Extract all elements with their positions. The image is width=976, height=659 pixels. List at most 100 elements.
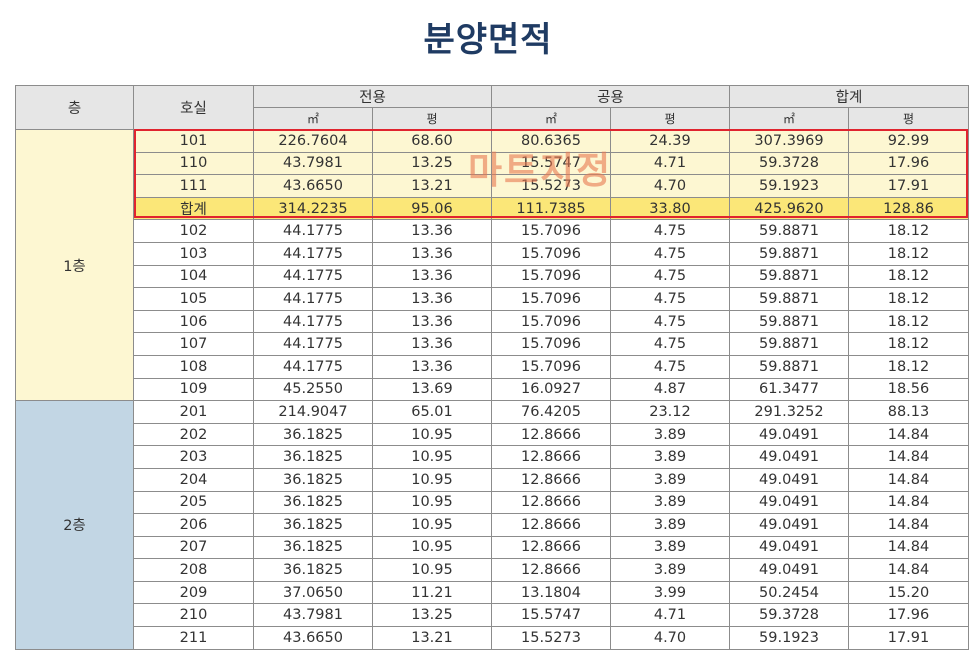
unit-cell: 201	[133, 400, 254, 424]
value-cell-to-m2: 59.3728	[729, 151, 849, 176]
value-cell-co-m2: 15.7096	[491, 332, 611, 356]
value-cell-co-m2: 15.7096	[491, 309, 611, 334]
header-total-pyeong: 평	[848, 107, 969, 130]
value-cell-ex-py: 13.36	[372, 241, 492, 266]
value-cell-to-m2: 50.2454	[729, 580, 849, 605]
value-cell-ex-py: 13.21	[372, 174, 492, 198]
value-cell-to-m2: 59.3728	[729, 603, 849, 628]
value-cell-ex-py: 13.36	[372, 287, 492, 311]
table-row: 207 36.1825 10.95 12.8666 3.89 49.0491 14.84	[16, 535, 969, 560]
table-row: 205 36.1825 10.95 12.8666 3.89 49.0491 14.84	[16, 490, 969, 515]
value-cell-to-py: 18.12	[848, 332, 969, 356]
value-cell-ex-py: 11.21	[372, 580, 492, 605]
value-cell-co-py: 24.39	[610, 129, 730, 153]
value-cell-to-m2: 49.0491	[729, 467, 849, 492]
header-exclusive-pyeong: 평	[372, 107, 492, 130]
value-cell-to-m2: 49.0491	[729, 445, 849, 469]
value-cell-ex-py: 68.60	[372, 129, 492, 153]
value-cell-ex-py: 13.25	[372, 603, 492, 628]
value-cell-to-py: 18.12	[848, 309, 969, 334]
value-cell-to-m2: 59.8871	[729, 354, 849, 379]
header-exclusive: 전용	[253, 85, 492, 108]
unit-cell: 110	[133, 151, 254, 176]
unit-cell: 106	[133, 309, 254, 334]
value-cell-co-m2: 15.7096	[491, 264, 611, 289]
value-cell-to-py: 14.84	[848, 535, 969, 560]
table-row: 105 44.1775 13.36 15.7096 4.75 59.8871 18.12	[16, 287, 969, 311]
table-row: 204 36.1825 10.95 12.8666 3.89 49.0491 14.84	[16, 467, 969, 492]
unit-cell: 208	[133, 558, 254, 582]
value-cell-to-py: 14.84	[848, 558, 969, 582]
header-floor: 층	[15, 85, 134, 130]
value-cell-co-py: 3.89	[610, 490, 730, 515]
value-cell-co-m2: 16.0927	[491, 377, 611, 402]
value-cell-co-py: 4.75	[610, 241, 730, 266]
value-cell-to-m2: 49.0491	[729, 513, 849, 537]
value-cell-to-py: 18.12	[848, 287, 969, 311]
value-cell-to-py: 128.86	[848, 196, 969, 221]
area-table: 층 호실 전용 공용 합계 ㎡ 평 ㎡ 평 ㎡ 평 1층 101 226.7604 6…	[15, 85, 969, 650]
value-cell-ex-m2: 36.1825	[253, 490, 373, 515]
table-row: 102 44.1775 13.36 15.7096 4.75 59.8871 18.12	[16, 219, 969, 243]
value-cell-to-py: 14.84	[848, 490, 969, 515]
unit-cell: 210	[133, 603, 254, 628]
value-cell-ex-py: 65.01	[372, 400, 492, 424]
value-cell-co-py: 3.89	[610, 422, 730, 447]
value-cell-to-m2: 59.8871	[729, 264, 849, 289]
unit-cell: 211	[133, 626, 254, 650]
value-cell-to-m2: 291.3252	[729, 400, 849, 424]
value-cell-co-py: 3.89	[610, 558, 730, 582]
value-cell-co-py: 4.87	[610, 377, 730, 402]
table-row: 110 43.7981 13.25 15.5747 4.71 59.3728 17.96	[16, 151, 969, 176]
value-cell-to-py: 14.84	[848, 422, 969, 447]
table-row: 108 44.1775 13.36 15.7096 4.75 59.8871 18.12	[16, 354, 969, 379]
value-cell-to-py: 14.84	[848, 445, 969, 469]
value-cell-ex-py: 10.95	[372, 513, 492, 537]
value-cell-ex-py: 13.36	[372, 219, 492, 243]
value-cell-co-py: 3.89	[610, 535, 730, 560]
value-cell-to-py: 17.96	[848, 603, 969, 628]
table-body: 1층 101 226.7604 68.60 80.6365 24.39 307.3969 92…	[15, 128, 969, 650]
value-cell-to-m2: 59.1923	[729, 626, 849, 650]
value-cell-co-m2: 15.7096	[491, 241, 611, 266]
value-cell-ex-m2: 36.1825	[253, 535, 373, 560]
value-cell-to-m2: 49.0491	[729, 422, 849, 447]
value-cell-to-py: 18.12	[848, 264, 969, 289]
value-cell-co-m2: 15.7096	[491, 287, 611, 311]
value-cell-to-m2: 59.8871	[729, 287, 849, 311]
value-cell-co-py: 3.89	[610, 467, 730, 492]
value-cell-to-m2: 307.3969	[729, 129, 849, 153]
value-cell-ex-py: 10.95	[372, 558, 492, 582]
value-cell-co-py: 4.71	[610, 603, 730, 628]
table-row: 합계 314.2235 95.06 111.7385 33.80 425.9620 128.…	[16, 196, 969, 221]
value-cell-co-m2: 12.8666	[491, 422, 611, 447]
value-cell-to-py: 18.12	[848, 219, 969, 243]
floor-label: 1층	[15, 128, 134, 402]
value-cell-co-py: 4.71	[610, 151, 730, 176]
value-cell-ex-py: 13.21	[372, 626, 492, 650]
value-cell-ex-m2: 43.7981	[253, 151, 373, 176]
table-row: 2층 201 214.9047 65.01 76.4205 23.12 291.3252 88…	[15, 400, 969, 650]
value-cell-co-py: 4.75	[610, 354, 730, 379]
value-cell-co-m2: 13.1804	[491, 580, 611, 605]
value-cell-to-m2: 425.9620	[729, 196, 849, 221]
table-row: 202 36.1825 10.95 12.8666 3.89 49.0491 14.84	[16, 422, 969, 447]
value-cell-co-m2: 12.8666	[491, 535, 611, 560]
value-cell-co-py: 4.75	[610, 264, 730, 289]
unit-cell: 102	[133, 219, 254, 243]
value-cell-ex-py: 13.36	[372, 332, 492, 356]
unit-cell: 105	[133, 287, 254, 311]
value-cell-to-m2: 61.3477	[729, 377, 849, 402]
value-cell-ex-py: 10.95	[372, 535, 492, 560]
value-cell-co-m2: 111.7385	[491, 196, 611, 221]
value-cell-ex-py: 10.95	[372, 445, 492, 469]
floor-label: 2층	[15, 400, 134, 650]
value-cell-ex-m2: 36.1825	[253, 558, 373, 582]
value-cell-co-py: 4.75	[610, 219, 730, 243]
table-row: 203 36.1825 10.95 12.8666 3.89 49.0491 14.84	[16, 445, 969, 469]
unit-cell: 209	[133, 580, 254, 605]
value-cell-ex-py: 10.95	[372, 490, 492, 515]
value-cell-ex-py: 95.06	[372, 196, 492, 221]
table-row: 103 44.1775 13.36 15.7096 4.75 59.8871 18.12	[16, 241, 969, 266]
unit-cell: 204	[133, 467, 254, 492]
